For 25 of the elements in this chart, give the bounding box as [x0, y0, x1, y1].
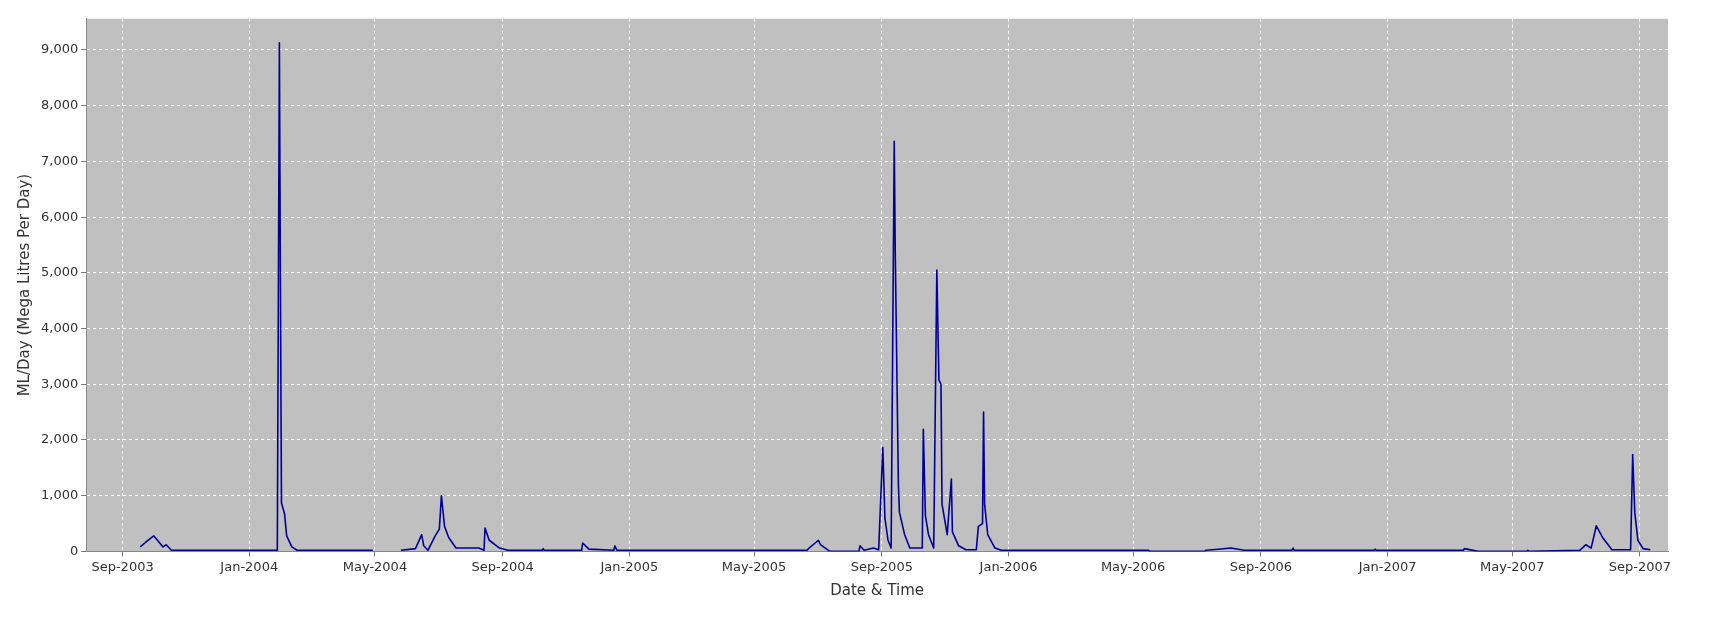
x-tick-label: Sep-2007: [1608, 558, 1672, 574]
x-tick-label: Sep-2004: [471, 558, 534, 574]
y-tick-label: 6,000: [41, 208, 79, 224]
y-tick-label: 8,000: [41, 97, 79, 113]
x-tick-label: May-2007: [1479, 558, 1545, 574]
y-tick-label: 4,000: [41, 319, 79, 335]
y-tick-label: 0: [69, 542, 79, 558]
x-tick-label: Sep-2006: [1229, 558, 1293, 574]
y-tick-label: 9,000: [41, 41, 79, 57]
y-axis-title: ML/Day (Mega Litres Per Day): [14, 173, 33, 397]
x-tick-label: May-2004: [342, 558, 408, 574]
y-tick-label: 2,000: [41, 431, 79, 447]
x-tick-label: Sep-2005: [850, 558, 913, 574]
x-tick-label: Jan-2006: [978, 558, 1038, 574]
y-tick-label: 7,000: [41, 152, 79, 168]
y-tick-label: 3,000: [41, 375, 79, 391]
x-tick-label: Jan-2007: [1357, 558, 1417, 574]
x-tick-label: May-2006: [1100, 558, 1166, 574]
x-axis-title: Date & Time: [830, 580, 925, 599]
y-tick-label: 5,000: [41, 264, 79, 280]
x-tick-label: Jan-2005: [599, 558, 659, 574]
y-tick-label: 1,000: [41, 487, 79, 503]
x-tick-label: May-2005: [721, 558, 787, 574]
x-tick-label: Jan-2004: [219, 558, 279, 574]
x-tick-label: Sep-2003: [91, 558, 154, 574]
